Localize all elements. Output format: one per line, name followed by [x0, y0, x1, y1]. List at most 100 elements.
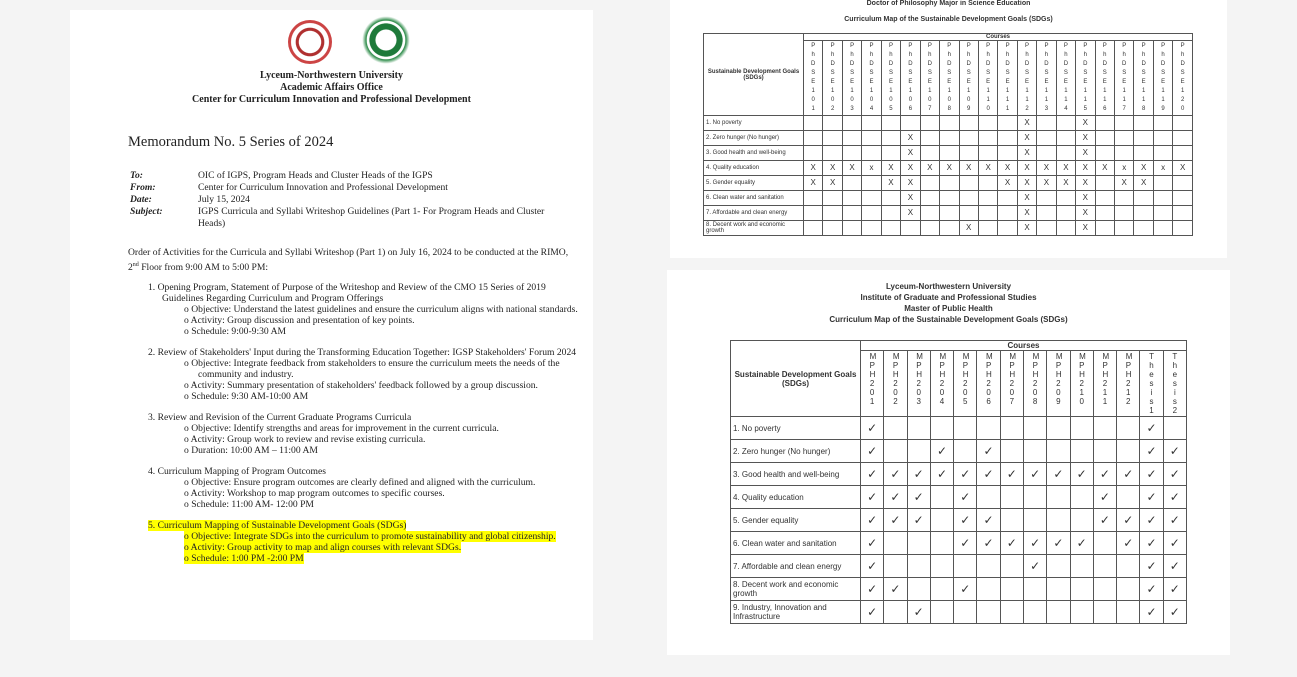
map-cell: X: [900, 190, 921, 206]
map-cell: [861, 190, 882, 206]
bullet: o Activity: Summary presentation of stak…: [184, 380, 578, 391]
course-code: MPH203: [916, 352, 923, 406]
map-cell: ✓: [1139, 577, 1164, 601]
map-cell: ✓: [1139, 600, 1164, 624]
course-code: PhDSE106: [908, 43, 913, 112]
map-cell: ✓: [883, 485, 908, 509]
map-cell: [929, 416, 955, 440]
map-cell: [999, 577, 1024, 601]
map-cell: [997, 130, 1018, 146]
map-cell: [1172, 175, 1193, 191]
map-cell: [1094, 115, 1116, 131]
program: Master of Public Health: [904, 304, 993, 313]
map-cell: [841, 205, 863, 221]
map-cell: ✓: [953, 577, 978, 601]
map-cell: [880, 205, 902, 221]
map-cell: [997, 145, 1018, 161]
map-cell: ✓: [906, 485, 931, 509]
map-cell: [939, 175, 960, 191]
bullet: o Duration: 10:00 AM – 11:00 AM: [184, 445, 578, 456]
map-cell: ✓: [929, 439, 955, 463]
course-cell: PhDSE119: [1152, 40, 1174, 116]
course-cell: MPH210: [1069, 350, 1094, 417]
memo-title: Memorandum No. 5 Series of 2024: [128, 134, 334, 150]
course-cell: MPH205: [953, 350, 978, 417]
map-cell: [1036, 145, 1057, 161]
map-cell: ✓: [1116, 508, 1141, 532]
sdg-row: 8. Decent work and economic growth X X X: [703, 220, 1193, 236]
course-code: PhDSE110: [985, 43, 991, 112]
map-cell: [1152, 175, 1174, 191]
map-cell: [1133, 130, 1154, 146]
sdg-row: 2. Zero hunger (No hunger) ✓ ✓ ✓ ✓ ✓: [730, 439, 1188, 463]
map-cell: [919, 115, 941, 131]
course-code: MPH208: [1032, 352, 1040, 406]
map-cell: [953, 600, 978, 624]
map-cell: [841, 115, 863, 131]
bullet-text: o Activity: Summary presentation of stak…: [184, 380, 538, 391]
map-cell: X: [1016, 115, 1038, 131]
map-cell: [939, 190, 960, 206]
memo-page: Lyceum-Northwestern University Academic …: [70, 10, 593, 640]
courses-label: Courses: [860, 340, 1187, 351]
map-cell: [1133, 115, 1154, 131]
sdg-label: 6. Clean water and sanitation: [730, 531, 861, 555]
intro-sup: nd: [132, 262, 139, 268]
map-cell: [880, 220, 902, 236]
map-cell: X: [822, 175, 843, 191]
map-cell: X: [1075, 190, 1096, 206]
course-code: PhDSE101: [811, 43, 816, 112]
university: Lyceum-Northwestern University: [885, 282, 1012, 291]
bullet-text: o Objective: Identify strengths and area…: [184, 423, 499, 434]
map-cell: X: [997, 160, 1018, 176]
map-cell: [1172, 145, 1193, 161]
map-cell: [906, 577, 931, 601]
intro-text: Order of Activities for the Curricula an…: [128, 247, 569, 274]
map-cell: [802, 190, 824, 206]
course-cell: PhDSE107: [919, 40, 941, 116]
item-title: 5. Curriculum Mapping of Sustainable Dev…: [148, 520, 578, 531]
course-cell: MPH209: [1046, 350, 1071, 417]
map-cell: X: [997, 175, 1018, 191]
bullet: o Activity: Group discussion and present…: [184, 315, 578, 326]
map-cell: [976, 600, 1001, 624]
map-cell: [1116, 439, 1141, 463]
map-cell: ✓: [953, 508, 978, 532]
map-cell: [1092, 577, 1118, 601]
map-cell: [1113, 205, 1135, 221]
course-code: MPH206: [986, 352, 993, 406]
bullet-text: o Activity: Group work to review and rev…: [184, 434, 426, 445]
map-cell: X: [1113, 175, 1135, 191]
map-cell: x: [1152, 160, 1174, 176]
map-cell: X: [1016, 160, 1038, 176]
map-cell: X: [1075, 130, 1096, 146]
map-cell: [1055, 115, 1077, 131]
bullet: o Activity: Group work to review and rev…: [184, 434, 578, 445]
item-title: 1. Opening Program, Statement of Purpose…: [148, 282, 578, 304]
map-cell: [1116, 577, 1141, 601]
map-cell: [1092, 416, 1118, 440]
map-cell: ✓: [1162, 577, 1188, 601]
map-cell: [999, 554, 1024, 578]
map-cell: ✓: [859, 600, 885, 624]
field-label: To:: [130, 170, 143, 181]
bullet: o Schedule: 9:30 AM-10:00 AM: [184, 391, 578, 402]
map-cell: [976, 416, 1001, 440]
map-cell: ✓: [1139, 462, 1164, 486]
map-cell: X: [1133, 160, 1154, 176]
map-cell: [1055, 130, 1077, 146]
center: Center for Curriculum Innovation and Pro…: [192, 94, 471, 105]
course-code: PhDSE120: [1180, 43, 1185, 112]
course-cell: PhDSE111: [997, 40, 1018, 116]
bullet: o Activity: Workshop to map program outc…: [184, 488, 578, 499]
map-cell: X: [1016, 175, 1038, 191]
map-cell: [939, 115, 960, 131]
map-cell: [1046, 554, 1071, 578]
map-cell: [1046, 439, 1071, 463]
course-code: MPH209: [1055, 352, 1063, 406]
map-cell: X: [822, 160, 843, 176]
map-cell: ✓: [1139, 531, 1164, 555]
map-cell: [1116, 485, 1141, 509]
bullet: o Objective: Understand the latest guide…: [184, 304, 578, 315]
map-cell: ✓: [1139, 439, 1164, 463]
